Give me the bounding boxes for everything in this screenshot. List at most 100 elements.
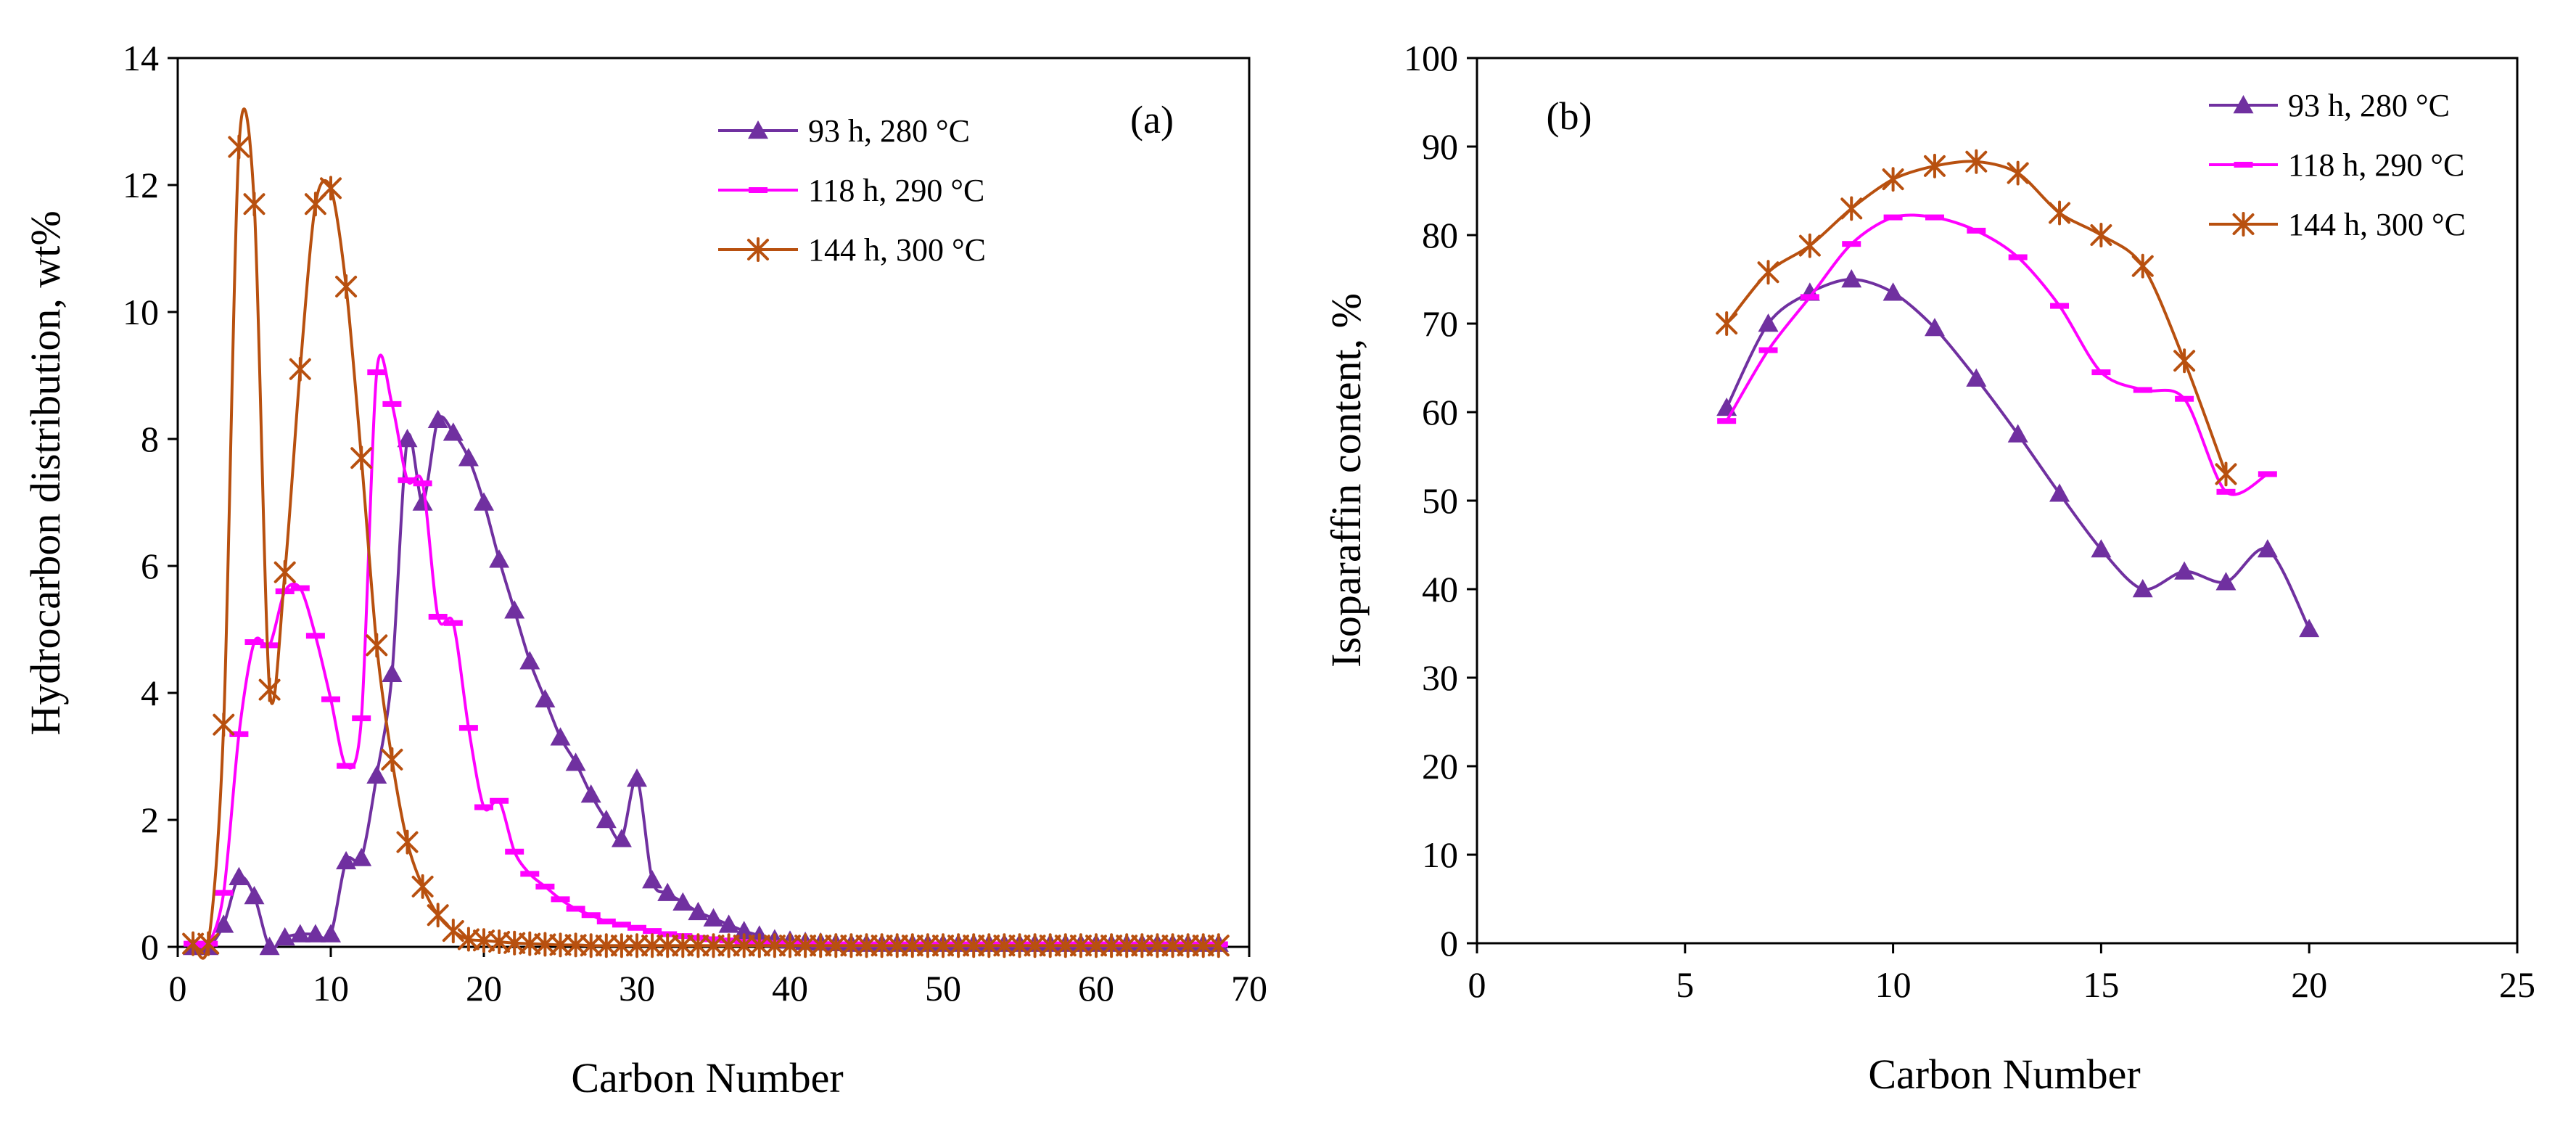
panel-b-series-3-point [2215, 461, 2237, 487]
panel-a-legend-item-3: 144 h, 300 °C [718, 232, 986, 268]
panel-a-series-2-point [474, 804, 493, 810]
panel-a-legend: 93 h, 280 °C 118 h, 290 °C 144 h, 300 °C [718, 113, 986, 268]
panel-a-series-1-point [535, 689, 556, 707]
panel-b-series-3-point [1840, 196, 1863, 221]
panel-b-legend-label: 144 h, 300 °C [2288, 207, 2466, 242]
panel-a-series-3-point [641, 933, 664, 958]
panel-a-series-3-point [243, 192, 266, 217]
panel-a-y-tick-label: 8 [141, 419, 159, 459]
panel-b-series-1-point [1924, 318, 1945, 337]
panel-a-series-2-point [321, 696, 340, 702]
panel-a-series-1-point [474, 492, 494, 511]
panel-a-series-3-point [564, 932, 587, 958]
panel-b-x-tick-label: 10 [1875, 964, 1912, 1005]
panel-b-legend-swatch-marker [2232, 212, 2255, 237]
panel-a-series-2-point [643, 928, 662, 935]
panel-a-series-1-point [305, 924, 326, 943]
panel-a-y-axis-title: Hydrocarbon distribution, wt% [22, 210, 69, 735]
panel-a-series-3-point [794, 933, 817, 958]
panel-b-series-1-point [2257, 539, 2278, 558]
panel-a-series-3-point [886, 933, 908, 958]
panel-a-series-3-point [717, 933, 740, 958]
panel-b-label: (b) [1547, 94, 1592, 138]
panel-b-y-tick-label: 40 [1422, 569, 1458, 609]
panel-b-series-1-point [2174, 561, 2195, 580]
panel-a-series-1-point [427, 409, 448, 428]
panel-a-series-3-point [855, 933, 878, 958]
panel-a-series-2-point [413, 480, 432, 487]
panel-a-series-3-point [825, 933, 847, 958]
panel-b-series-1-point [1882, 282, 1904, 301]
panel-a-series-2-point [260, 642, 279, 649]
panel-a-x-tick-label: 10 [313, 968, 349, 1009]
panel-a-series-1-point [213, 914, 234, 933]
panel-b-series-3-point [2131, 253, 2154, 279]
panel-a-legend-swatch-marker [748, 120, 768, 139]
panel-a-series-3-point [1069, 933, 1092, 958]
panel-a-series-1-point [672, 892, 694, 911]
panel-b-legend-swatch-marker [2233, 95, 2254, 114]
panel-b-series-3-point [2173, 348, 2196, 374]
panel-a-legend-swatch-marker [749, 187, 768, 193]
panel-a-series-1-point [596, 810, 617, 829]
panel-b-legend-swatch-marker [2234, 162, 2253, 168]
panel-a-series-1-point [611, 829, 632, 847]
panel-a-series-2-point [535, 883, 555, 890]
panel-b-plot-area: 0 5 10 15 20 25 0 10 20 30 40 50 60 70 80 90 100 [1404, 38, 2535, 1005]
panel-a-series-2-point [290, 585, 310, 591]
panel-a-series-3-point [1008, 933, 1031, 958]
panel-a-series-3-point [411, 874, 434, 899]
panel-b-series-3-point [1757, 260, 1779, 285]
panel-a-series-3-point [947, 933, 970, 958]
panel-a-series-2-point [337, 763, 356, 769]
panel-b-series-2-point [1758, 347, 1778, 353]
panel-a-series-3-point [810, 933, 832, 958]
panel-a-series-3-point [963, 933, 985, 958]
panel-a-hydrocarbon-distribution: Hydrocarbon distribution, wt% Carbon Num… [22, 38, 1267, 1101]
panel-b-legend: 93 h, 280 °C 118 h, 290 °C 144 h, 300 °C [2209, 88, 2466, 242]
panel-b-y-tick-label: 30 [1422, 657, 1458, 698]
panel-a-series-3-point [993, 933, 1016, 958]
panel-a-legend-label: 118 h, 290 °C [808, 173, 984, 208]
panel-a-series-1-point [703, 908, 724, 927]
panel-a-series-3-point [702, 933, 725, 958]
panel-a-y-tick-label: 0 [141, 927, 159, 967]
panel-a-series-2-point [551, 896, 570, 903]
panel-b-y-tick-label: 60 [1422, 392, 1458, 432]
panel-a-series-3-point [273, 559, 296, 585]
panel-a-series-1-point [412, 492, 433, 511]
panel-a-legend-label: 144 h, 300 °C [808, 232, 986, 268]
panel-b-series-2-point [2008, 254, 2028, 260]
panel-a-series-1-point [289, 924, 310, 943]
panel-a-series-1-point [657, 882, 678, 901]
panel-b-legend-label: 118 h, 290 °C [2288, 147, 2464, 183]
panel-a-series-1-point [336, 850, 357, 870]
panel-a-series-3-point [549, 932, 572, 958]
panel-a-x-tick-label: 70 [1231, 968, 1267, 1009]
panel-a-series-3-point [626, 933, 648, 958]
panel-a-series-3-point [182, 931, 205, 956]
panel-b-series-2-point [1842, 241, 1861, 247]
panel-a-series-2-point [398, 477, 417, 483]
panel-b-series-3-point [2090, 223, 2112, 247]
panel-a-series-1-point [519, 651, 540, 670]
panel-a-series-3-point [335, 274, 358, 299]
panel-b-y-tick-label: 0 [1440, 923, 1458, 964]
panel-b-series-1-point [1966, 368, 1987, 387]
panel-a-legend-swatch-marker [747, 237, 769, 262]
panel-a-series-3-point [1116, 933, 1138, 958]
panel-a-series-3-point [1177, 933, 1199, 958]
panel-b-series-2-point [1925, 214, 1944, 221]
panel-a-series-3-point [687, 933, 709, 958]
panel-a-series-2-point [612, 921, 631, 928]
panel-a-x-tick-label: 20 [466, 968, 502, 1009]
panel-a-series-1-point [458, 448, 479, 467]
panel-a-series-3-point [350, 445, 373, 471]
panel-a-y-tick-label: 2 [141, 800, 159, 840]
panel-a-series-3-point [1024, 933, 1046, 958]
panel-a-series-3-point [366, 633, 388, 658]
panel-a-series-2-point [581, 912, 601, 919]
panel-a-series-3-point [258, 677, 281, 702]
panel-b-series-2-point [2175, 395, 2194, 402]
